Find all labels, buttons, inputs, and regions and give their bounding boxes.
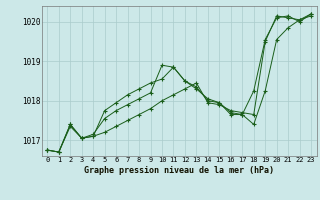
X-axis label: Graphe pression niveau de la mer (hPa): Graphe pression niveau de la mer (hPa) (84, 166, 274, 175)
